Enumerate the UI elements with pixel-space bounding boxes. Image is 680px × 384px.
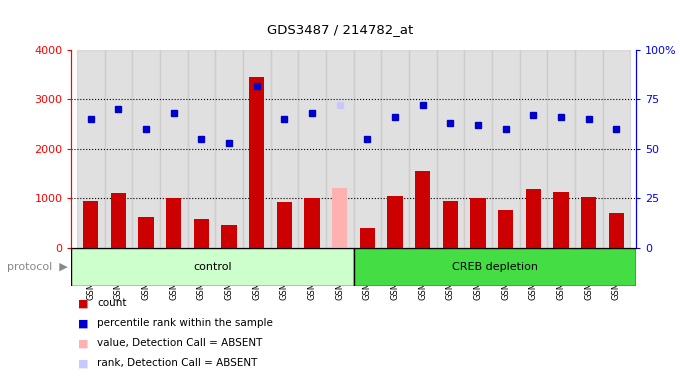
Bar bbox=[354, 50, 381, 248]
Text: control: control bbox=[193, 262, 232, 272]
Bar bbox=[354, 248, 636, 286]
Bar bbox=[332, 189, 347, 248]
Text: percentile rank within the sample: percentile rank within the sample bbox=[97, 318, 273, 328]
Bar bbox=[271, 50, 299, 248]
Bar bbox=[609, 213, 624, 248]
Bar bbox=[111, 193, 126, 248]
Text: rank, Detection Call = ABSENT: rank, Detection Call = ABSENT bbox=[97, 358, 258, 368]
Bar bbox=[166, 198, 182, 248]
Text: ■: ■ bbox=[78, 298, 88, 308]
Bar bbox=[299, 50, 326, 248]
Bar bbox=[305, 198, 320, 248]
Bar bbox=[216, 50, 243, 248]
Bar bbox=[471, 198, 486, 248]
Text: protocol  ▶: protocol ▶ bbox=[7, 262, 68, 272]
Bar bbox=[575, 50, 602, 248]
Text: ■: ■ bbox=[78, 318, 88, 328]
Bar bbox=[326, 50, 354, 248]
Bar bbox=[133, 50, 160, 248]
Bar bbox=[83, 201, 99, 248]
Bar bbox=[415, 170, 430, 248]
Bar bbox=[160, 50, 188, 248]
Bar bbox=[554, 192, 568, 248]
Bar bbox=[437, 50, 464, 248]
Text: ■: ■ bbox=[78, 338, 88, 348]
Bar bbox=[464, 50, 492, 248]
Text: CREB depletion: CREB depletion bbox=[452, 262, 538, 272]
Bar bbox=[77, 50, 105, 248]
Bar bbox=[492, 50, 520, 248]
Bar bbox=[409, 50, 437, 248]
Bar bbox=[602, 50, 630, 248]
Bar bbox=[139, 217, 154, 248]
Text: value, Detection Call = ABSENT: value, Detection Call = ABSENT bbox=[97, 338, 262, 348]
Bar bbox=[520, 50, 547, 248]
Bar bbox=[71, 248, 354, 286]
Bar bbox=[222, 225, 237, 248]
Text: ■: ■ bbox=[78, 358, 88, 368]
Text: count: count bbox=[97, 298, 126, 308]
Bar bbox=[388, 196, 403, 248]
Bar bbox=[526, 189, 541, 248]
Bar bbox=[249, 77, 265, 248]
Bar bbox=[581, 197, 596, 248]
Bar bbox=[498, 210, 513, 248]
Bar bbox=[443, 201, 458, 248]
Bar bbox=[105, 50, 133, 248]
Bar bbox=[360, 228, 375, 248]
Bar bbox=[277, 202, 292, 248]
Bar bbox=[547, 50, 575, 248]
Bar bbox=[243, 50, 271, 248]
Bar bbox=[194, 219, 209, 248]
Bar bbox=[188, 50, 216, 248]
Text: GDS3487 / 214782_at: GDS3487 / 214782_at bbox=[267, 23, 413, 36]
Bar bbox=[381, 50, 409, 248]
